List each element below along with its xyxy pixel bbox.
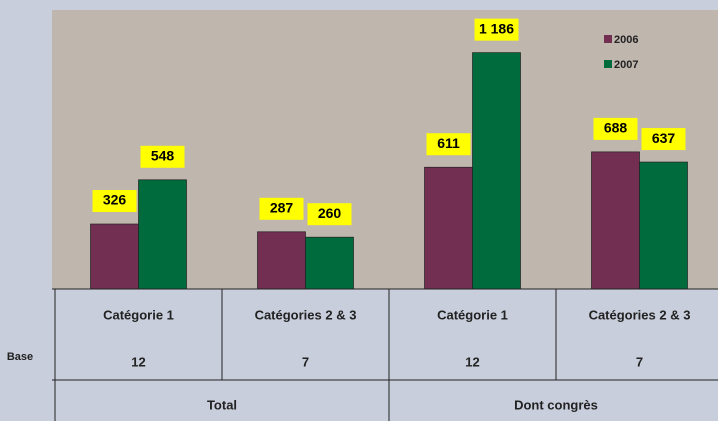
base-value: 12 xyxy=(131,354,145,369)
bar xyxy=(639,161,688,290)
value-label-bg xyxy=(641,128,686,151)
legend-label: 2006 xyxy=(614,34,638,46)
value-label: 287 xyxy=(270,200,294,216)
value-label-bg xyxy=(259,197,304,220)
value-label-bg xyxy=(426,133,471,156)
value-label: 611 xyxy=(437,135,460,151)
category-label: Catégories 2 & 3 xyxy=(255,307,357,322)
base-value: 12 xyxy=(465,354,479,369)
value-label: 1 186 xyxy=(479,20,514,36)
legend-swatch xyxy=(604,60,612,68)
category-label: Catégorie 1 xyxy=(103,307,174,322)
value-label-bg xyxy=(307,203,352,226)
legend-label: 2007 xyxy=(614,59,638,71)
value-label: 637 xyxy=(652,130,676,146)
bar xyxy=(424,166,473,290)
bar xyxy=(138,179,187,290)
category-label: Catégories 2 & 3 xyxy=(589,307,691,322)
value-label: 260 xyxy=(318,205,342,221)
bar xyxy=(90,223,139,290)
value-label: 548 xyxy=(151,147,175,163)
group-label: Total xyxy=(207,397,237,412)
base-value: 7 xyxy=(302,354,309,369)
value-label-bg xyxy=(92,190,137,213)
value-label: 688 xyxy=(604,120,628,136)
value-label-bg xyxy=(140,145,185,168)
value-label-bg xyxy=(593,117,638,140)
category-label: Catégorie 1 xyxy=(437,307,508,322)
base-label: Base xyxy=(7,351,33,363)
legend-swatch xyxy=(604,35,612,43)
value-label: 326 xyxy=(103,192,127,208)
bar xyxy=(305,236,354,290)
bar xyxy=(591,151,640,290)
value-label-bg xyxy=(474,18,519,41)
group-label: Dont congrès xyxy=(514,397,598,412)
bar xyxy=(257,231,306,290)
base-value: 7 xyxy=(636,354,643,369)
bar xyxy=(472,52,521,290)
